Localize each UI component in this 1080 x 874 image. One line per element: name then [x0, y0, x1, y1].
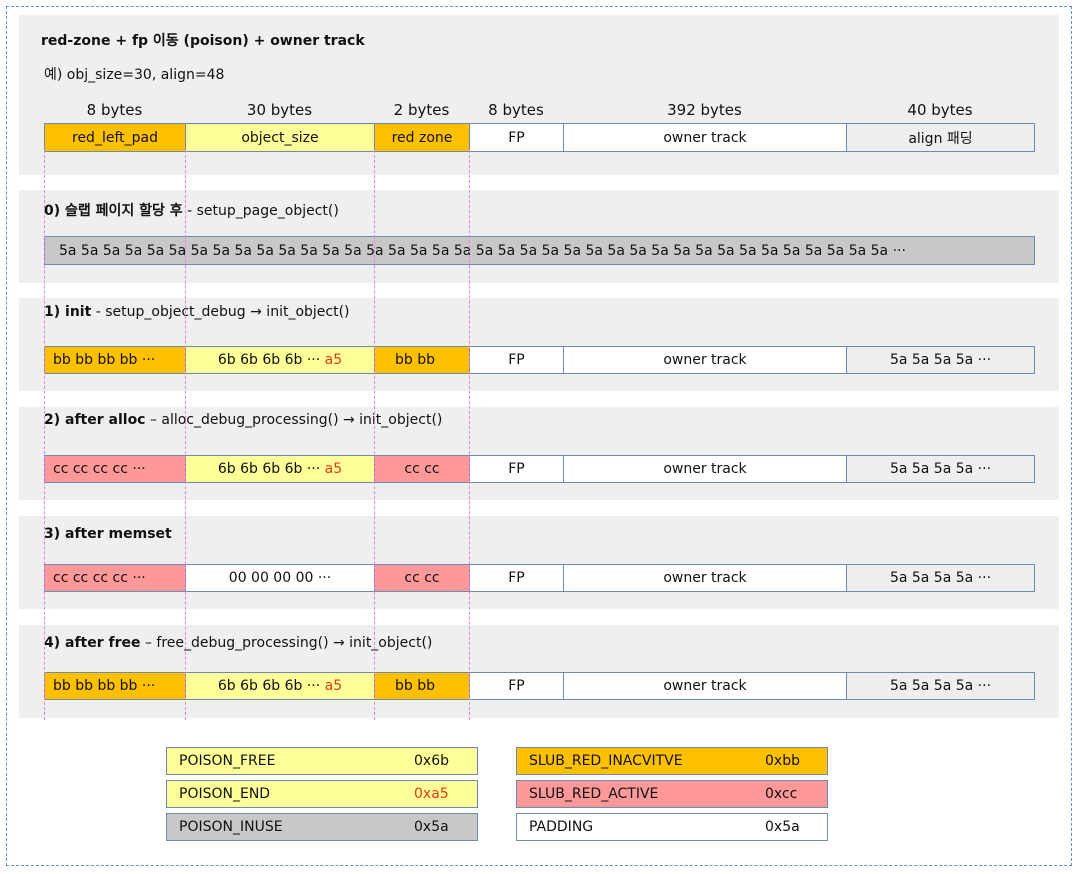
- legend-poison-end: POISON_END 0xa5: [166, 780, 478, 808]
- stage4-cell-red-zone: bb bb: [374, 672, 470, 700]
- stage4-cell-padding: 5a 5a 5a 5a ···: [846, 672, 1035, 700]
- layout-cell-fp: FP: [469, 123, 564, 152]
- diagram-frame: [6, 6, 1072, 866]
- legend-name: PADDING: [529, 819, 594, 835]
- legend-value: 0x5a: [765, 819, 800, 835]
- layout-cell-owner-track: owner track: [563, 123, 847, 152]
- stage2-poison-end: a5: [324, 461, 343, 477]
- stage4-poison-end: a5: [324, 678, 343, 694]
- legend-slub-red-inactive: SLUB_RED_INACVITVE 0xbb: [516, 747, 828, 775]
- stage2-title-bold: 2) after alloc: [44, 412, 146, 428]
- stage2-cell-red-zone: cc cc: [374, 455, 470, 483]
- legend-name: POISON_END: [179, 786, 271, 802]
- layout-cell-object-size: object_size: [185, 123, 375, 152]
- stage1-title-bold: 1) init: [44, 304, 92, 320]
- stage4-object-bytes: 6b 6b 6b 6b ···: [217, 678, 321, 694]
- stage2-cell-fp: FP: [469, 455, 564, 483]
- example-label: 예) obj_size=30, align=48: [44, 67, 225, 83]
- legend-name: POISON_FREE: [179, 753, 276, 769]
- legend-poison-inuse: POISON_INUSE 0x5a: [166, 813, 478, 841]
- stage2-panel: [19, 407, 1059, 500]
- layout-cell-red-left-pad: red_left_pad: [44, 123, 186, 152]
- stage1-title: 1) init - setup_object_debug → init_obje…: [44, 304, 350, 320]
- legend-value: 0xbb: [765, 753, 800, 769]
- stage1-cell-fp: FP: [469, 346, 564, 374]
- guide-line-2: [185, 150, 186, 720]
- legend-value: 0xcc: [765, 786, 798, 802]
- stage1-cell-red-left-pad: bb bb bb bb ···: [44, 346, 186, 374]
- layout-cell-align-padding: align 패딩: [846, 123, 1035, 152]
- stage3-cell-padding: 5a 5a 5a 5a ···: [846, 564, 1035, 592]
- stage0-title-bold: 0) 슬랩 페이지 할당 후: [44, 203, 183, 219]
- guide-line-4: [469, 150, 470, 720]
- stage1-cell-owner-track: owner track: [563, 346, 847, 374]
- stage1-cell-padding: 5a 5a 5a 5a ···: [846, 346, 1035, 374]
- stage3-title-bold: 3) after memset: [44, 526, 172, 542]
- bytes-label-align-padding: 40 bytes: [907, 101, 973, 119]
- legend-poison-free: POISON_FREE 0x6b: [166, 747, 478, 775]
- stage4-title-rest: – free_debug_processing() → init_object(…: [140, 635, 433, 651]
- stage0-title-rest: - setup_page_object(): [182, 203, 339, 219]
- stage4-title: 4) after free – free_debug_processing() …: [44, 635, 432, 651]
- stage1-cell-object: 6b 6b 6b 6b ··· a5: [185, 346, 375, 374]
- stage3-cell-fp: FP: [469, 564, 564, 592]
- stage4-cell-object: 6b 6b 6b 6b ··· a5: [185, 672, 375, 700]
- stage1-poison-end: a5: [324, 352, 343, 368]
- stage1-panel: [19, 298, 1059, 391]
- stage3-cell-owner-track: owner track: [563, 564, 847, 592]
- diagram-title: red-zone + fp 이동 (poison) + owner track: [41, 33, 365, 49]
- stage0-memory-row: 5a 5a 5a 5a 5a 5a 5a 5a 5a 5a 5a 5a 5a 5…: [44, 236, 1035, 265]
- stage3-title: 3) after memset: [44, 526, 172, 542]
- stage3-cell-object: 00 00 00 00 ···: [185, 564, 375, 592]
- bytes-label-owner-track: 392 bytes: [667, 101, 742, 119]
- legend-value: 0x6b: [414, 753, 449, 769]
- legend-name: SLUB_RED_ACTIVE: [529, 786, 659, 802]
- stage3-cell-red-zone: cc cc: [374, 564, 470, 592]
- legend-name: POISON_INUSE: [179, 819, 283, 835]
- bytes-label-red-left-pad: 8 bytes: [86, 101, 143, 119]
- bytes-label-red-zone: 2 bytes: [393, 101, 450, 119]
- stage2-object-bytes: 6b 6b 6b 6b ···: [217, 461, 321, 477]
- stage1-object-bytes: 6b 6b 6b 6b ···: [217, 352, 321, 368]
- stage4-panel: [19, 625, 1059, 718]
- stage4-title-bold: 4) after free: [44, 635, 141, 651]
- stage2-title: 2) after alloc – alloc_debug_processing(…: [44, 412, 442, 428]
- bytes-label-fp: 8 bytes: [488, 101, 544, 119]
- stage3-cell-red-left-pad: cc cc cc cc ···: [44, 564, 186, 592]
- stage1-cell-red-zone: bb bb: [374, 346, 470, 374]
- stage2-cell-owner-track: owner track: [563, 455, 847, 483]
- stage2-cell-red-left-pad: cc cc cc cc ···: [44, 455, 186, 483]
- layout-cell-red-zone: red zone: [374, 123, 470, 152]
- stage1-title-rest: - setup_object_debug → init_object(): [91, 304, 350, 320]
- bytes-label-object-size: 30 bytes: [246, 101, 313, 119]
- stage3-panel: [19, 516, 1059, 609]
- legend-value: 0x5a: [414, 819, 449, 835]
- stage2-title-rest: – alloc_debug_processing() → init_object…: [145, 412, 443, 428]
- stage4-cell-red-left-pad: bb bb bb bb ···: [44, 672, 186, 700]
- stage2-cell-object: 6b 6b 6b 6b ··· a5: [185, 455, 375, 483]
- stage4-cell-fp: FP: [469, 672, 564, 700]
- stage2-cell-padding: 5a 5a 5a 5a ···: [846, 455, 1035, 483]
- legend-value: 0xa5: [414, 786, 449, 802]
- legend-slub-red-active: SLUB_RED_ACTIVE 0xcc: [516, 780, 828, 808]
- legend-name: SLUB_RED_INACVITVE: [529, 753, 683, 769]
- stage0-title: 0) 슬랩 페이지 할당 후 - setup_page_object(): [44, 200, 339, 220]
- guide-line-1: [44, 150, 45, 720]
- stage4-cell-owner-track: owner track: [563, 672, 847, 700]
- guide-line-3: [374, 150, 375, 720]
- legend-padding: PADDING 0x5a: [516, 813, 828, 841]
